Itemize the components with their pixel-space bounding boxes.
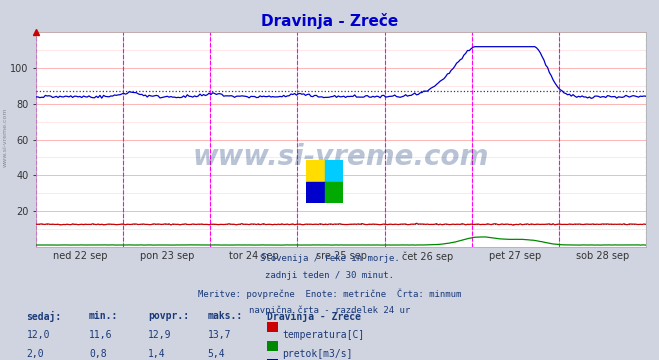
Text: 5,4: 5,4 <box>208 349 225 359</box>
Text: 12,9: 12,9 <box>148 330 172 340</box>
Text: 2,0: 2,0 <box>26 349 44 359</box>
Text: sedaj:: sedaj: <box>26 311 61 323</box>
Text: Dravinja - Zreče: Dravinja - Zreče <box>261 13 398 28</box>
Bar <box>325 182 343 203</box>
Text: 12,0: 12,0 <box>26 330 50 340</box>
Text: navpična črta - razdelek 24 ur: navpična črta - razdelek 24 ur <box>249 306 410 315</box>
Bar <box>325 160 343 182</box>
Bar <box>306 160 325 182</box>
Text: temperatura[C]: temperatura[C] <box>282 330 364 340</box>
Text: povpr.:: povpr.: <box>148 311 189 321</box>
Text: 1,4: 1,4 <box>148 349 166 359</box>
Text: Dravinja - Zreče: Dravinja - Zreče <box>267 311 361 323</box>
Text: www.si-vreme.com: www.si-vreme.com <box>193 143 489 171</box>
Text: pretok[m3/s]: pretok[m3/s] <box>282 349 353 359</box>
Text: Meritve: povprečne  Enote: metrične  Črta: minmum: Meritve: povprečne Enote: metrične Črta:… <box>198 288 461 299</box>
Text: www.si-vreme.com: www.si-vreme.com <box>3 107 8 167</box>
Text: 0,8: 0,8 <box>89 349 107 359</box>
Text: 11,6: 11,6 <box>89 330 113 340</box>
Text: min.:: min.: <box>89 311 119 321</box>
Bar <box>306 182 325 203</box>
Text: 13,7: 13,7 <box>208 330 231 340</box>
Text: Slovenija / reke in morje.: Slovenija / reke in morje. <box>260 254 399 263</box>
Text: zadnji teden / 30 minut.: zadnji teden / 30 minut. <box>265 271 394 280</box>
Text: maks.:: maks.: <box>208 311 243 321</box>
